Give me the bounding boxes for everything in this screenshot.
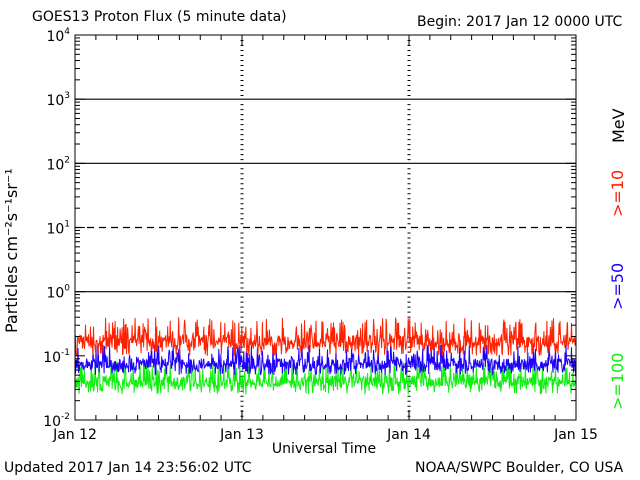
legend-series-100: >=100 [608, 352, 627, 410]
y-tick-label: 104 [46, 27, 70, 45]
series-line-1 [74, 344, 577, 377]
x-tick-label: Jan 13 [219, 427, 264, 443]
credit-text: NOAA/SWPC Boulder, CO USA [415, 460, 624, 476]
y-tick-label: 10-1 [43, 348, 70, 366]
y-tick-label: 10-2 [43, 412, 70, 430]
y-axis-label: Particles cm⁻²s⁻¹sr⁻¹ [2, 168, 21, 333]
x-tick-label: Jan 14 [386, 427, 431, 443]
x-axis-label: Universal Time [0, 442, 640, 456]
y-tick-label: 100 [46, 284, 70, 302]
x-tick-label: Jan 15 [553, 427, 598, 443]
updated-timestamp: Updated 2017 Jan 14 23:56:02 UTC [4, 460, 252, 476]
y-tick-label: 103 [46, 91, 70, 109]
y-axis-label-text: Particles cm⁻²s⁻¹sr⁻¹ [2, 168, 21, 333]
series-line-0 [74, 317, 577, 357]
x-axis-label-text: Universal Time [271, 441, 377, 457]
begin-time: Begin: 2017 Jan 12 0000 UTC [417, 14, 623, 30]
chart-title: GOES13 Proton Flux (5 minute data) [32, 9, 287, 25]
y-tick-label: 102 [46, 155, 70, 173]
x-tick-label: Jan 12 [52, 427, 97, 443]
y-tick-label: 101 [46, 220, 70, 238]
legend-series-50: >=50 [608, 262, 627, 310]
legend-unit: MeV [609, 108, 628, 143]
legend-series-10: >=10 [608, 169, 627, 217]
